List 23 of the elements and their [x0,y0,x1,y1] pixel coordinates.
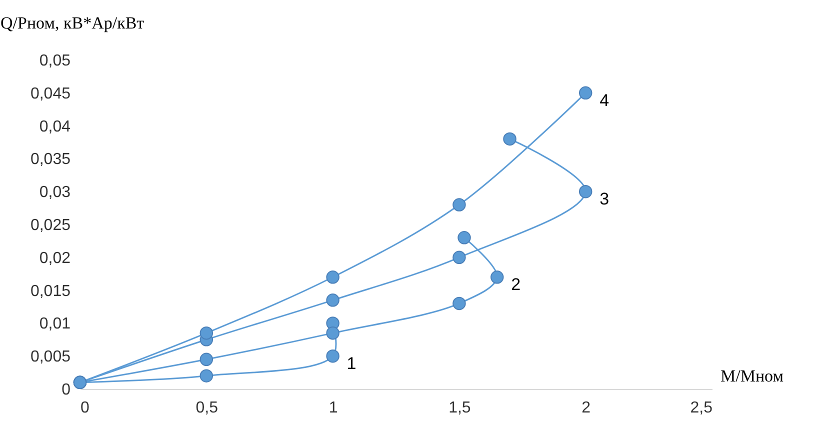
annotation: 4 [600,90,610,110]
y-tick-label: 0,03 [39,184,71,202]
y-tick-label: 0,025 [30,217,71,234]
y-tick-label: 0,045 [30,85,71,102]
y-tick-label: 0 [62,382,71,398]
annotation: 2 [511,275,521,294]
y-tick-label: 0,01 [39,316,71,333]
y-axis-title: Q/Pном, кВ*Ар/кВт [0,14,145,32]
x-tick-label: 1,5 [448,400,471,416]
x-tick-label: 2,5 [690,400,713,416]
y-tick-label: 0,015 [30,282,71,300]
x-tick-label: 2 [582,400,591,416]
y-tick-label: 0,04 [39,118,71,136]
annotation: 3 [600,190,610,209]
y-tick-label: 0,05 [39,52,71,70]
y-tick-label: 0,005 [30,348,71,366]
x-tick-label: 0,5 [196,400,218,416]
x-axis-title: M/Mном [720,366,784,386]
annotation: 1 [346,354,356,374]
x-tick-label: 0 [80,400,90,416]
x-tick-label: 1 [328,400,338,416]
y-tick-label: 0,02 [39,250,71,267]
y-tick-label: 0,035 [30,151,71,168]
